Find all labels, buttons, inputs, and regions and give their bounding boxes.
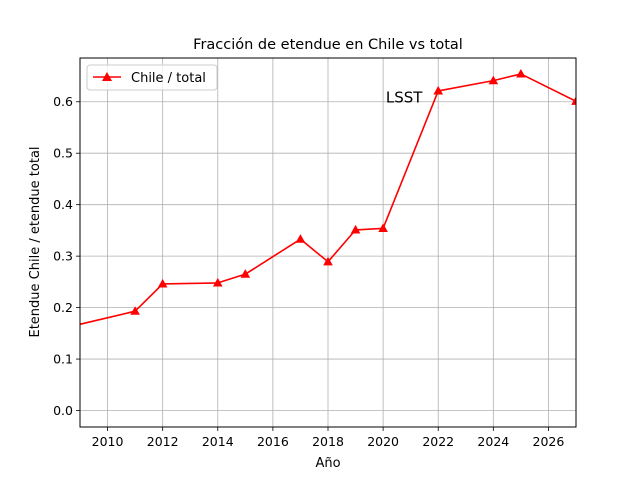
y-tick-label: 0.2 [53, 300, 73, 315]
grid-layer [80, 58, 576, 427]
annotation-layer: LSST [386, 89, 423, 107]
y-tick-label: 0.3 [53, 249, 73, 264]
data-point-marker [516, 68, 526, 78]
data-point-marker [157, 278, 168, 288]
y-tick-label: 0.5 [53, 146, 73, 161]
y-tick-label: 0.1 [53, 352, 73, 367]
x-tick-label: 2018 [312, 434, 344, 449]
data-point-marker [488, 75, 499, 85]
x-tick-label: 2012 [147, 434, 179, 449]
y-axis-label: Etendue Chile / etendue total [28, 146, 43, 337]
y-tick-label: 0.0 [53, 403, 73, 418]
data-point-marker [571, 96, 576, 105]
x-tick-label: 2020 [367, 434, 399, 449]
x-tick-label: 2010 [92, 434, 124, 449]
legend-label: Chile / total [131, 71, 206, 86]
x-tick-label: 2016 [257, 434, 289, 449]
data-point-marker [240, 269, 251, 278]
y-tick-label: 0.6 [53, 94, 73, 109]
x-axis-label: Año [315, 456, 340, 471]
y-axis: 0.0 0.1 0.2 0.3 0.4 0.5 0.6 [53, 94, 80, 418]
data-point-marker [212, 277, 223, 287]
x-axis: 2010 2012 2014 2016 2018 2020 2022 2024 2026 [92, 427, 565, 449]
legend-box [86, 64, 218, 91]
data-point-marker [130, 306, 140, 315]
plot-area [80, 68, 576, 326]
series-layer [80, 68, 576, 326]
data-point-marker [350, 224, 361, 234]
x-tick-label: 2022 [422, 434, 454, 449]
chart-title: Fracción de etendue en Chile vs total [193, 37, 463, 53]
data-point-marker [378, 223, 388, 232]
legend: Chile / total [86, 64, 218, 91]
legend-marker [102, 72, 112, 81]
annotation-label: LSST [386, 89, 423, 107]
data-point-marker [323, 256, 333, 266]
x-tick-label: 2026 [533, 434, 565, 449]
x-tick-label: 2014 [202, 434, 234, 449]
x-tick-label: 2024 [477, 434, 509, 449]
data-point-marker [433, 85, 444, 95]
data-point-marker [295, 234, 306, 243]
y-tick-label: 0.4 [53, 197, 73, 212]
